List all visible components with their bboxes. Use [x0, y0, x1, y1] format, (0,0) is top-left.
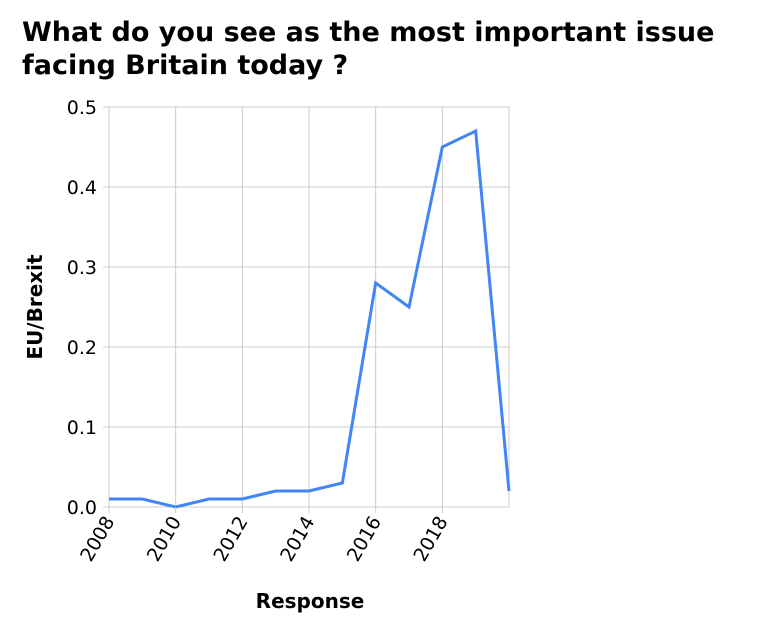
x-tick-label: 2012 [209, 513, 252, 566]
x-tick-label: 2016 [343, 513, 386, 566]
x-tick-label: 2010 [143, 513, 186, 566]
x-axis-ticks: 2008 2010 2012 2014 2016 2018 [76, 507, 453, 565]
y-tick-label: 0.5 [67, 97, 97, 119]
grid-lines [108, 106, 510, 508]
x-tick-label: 2014 [276, 513, 319, 566]
y-tick-label: 0.4 [67, 177, 97, 199]
y-tick-label: 0.2 [67, 337, 97, 359]
y-tick-label: 0.1 [67, 417, 97, 439]
y-axis-ticks: 0.0 0.1 0.2 0.3 0.4 0.5 [67, 97, 109, 519]
y-tick-label: 0.0 [67, 497, 97, 519]
x-axis-label: Response [256, 589, 365, 613]
chart-title: What do you see as the most important is… [22, 17, 715, 81]
x-tick-label: 2008 [76, 513, 119, 566]
y-tick-label: 0.3 [67, 257, 97, 279]
x-tick-label: 2018 [409, 513, 452, 566]
y-axis-label: EU/Brexit [23, 254, 47, 360]
